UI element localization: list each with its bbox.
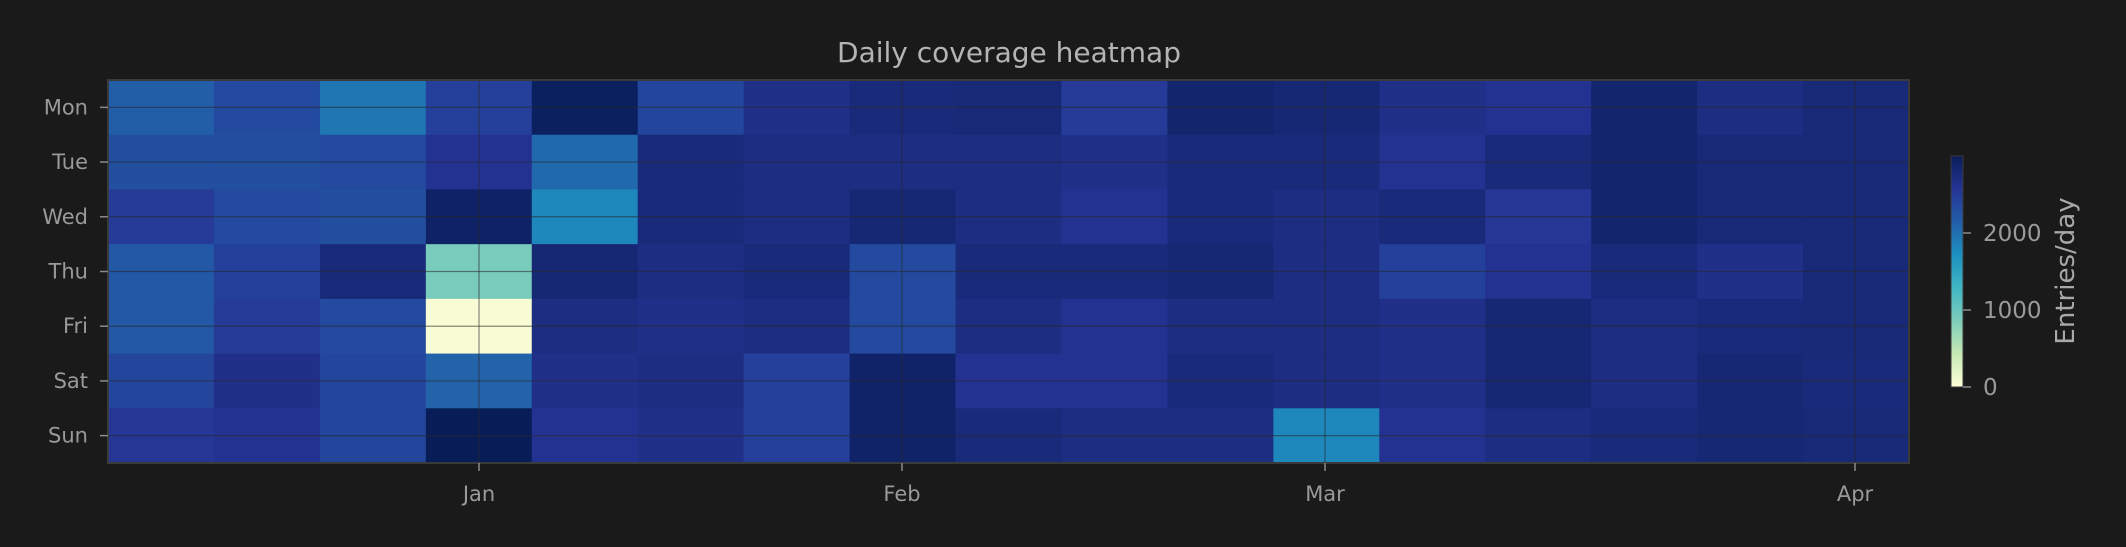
y-tick-label: Sun [48,424,88,448]
colorbar-ticks: 0 1000 2000 [1963,221,2042,401]
x-tick-label: Feb [883,482,920,506]
y-axis: Mon Tue Wed Thu Fri Sat Sun [42,95,108,448]
colorbar [1950,155,1964,388]
colorbar-tick-label: 1000 [1983,298,2042,324]
y-tick-label: Sat [54,369,88,393]
chart-title: Daily coverage heatmap [837,36,1181,69]
y-tick-label: Mon [44,95,88,119]
x-axis: Jan Feb Mar Apr [461,463,1874,506]
y-tick-label: Tue [51,150,88,174]
x-tick-label: Mar [1305,482,1345,506]
colorbar-tick-label: 2000 [1983,221,2042,247]
x-tick-label: Apr [1837,482,1874,506]
y-tick-label: Wed [42,205,88,229]
colorbar-tick-label: 0 [1983,375,1998,401]
x-tick-label: Jan [461,482,495,506]
gridlines [108,80,1909,463]
colorbar-label: Entries/day [2051,197,2081,344]
y-tick-label: Fri [63,314,88,338]
y-tick-label: Thu [48,260,88,284]
